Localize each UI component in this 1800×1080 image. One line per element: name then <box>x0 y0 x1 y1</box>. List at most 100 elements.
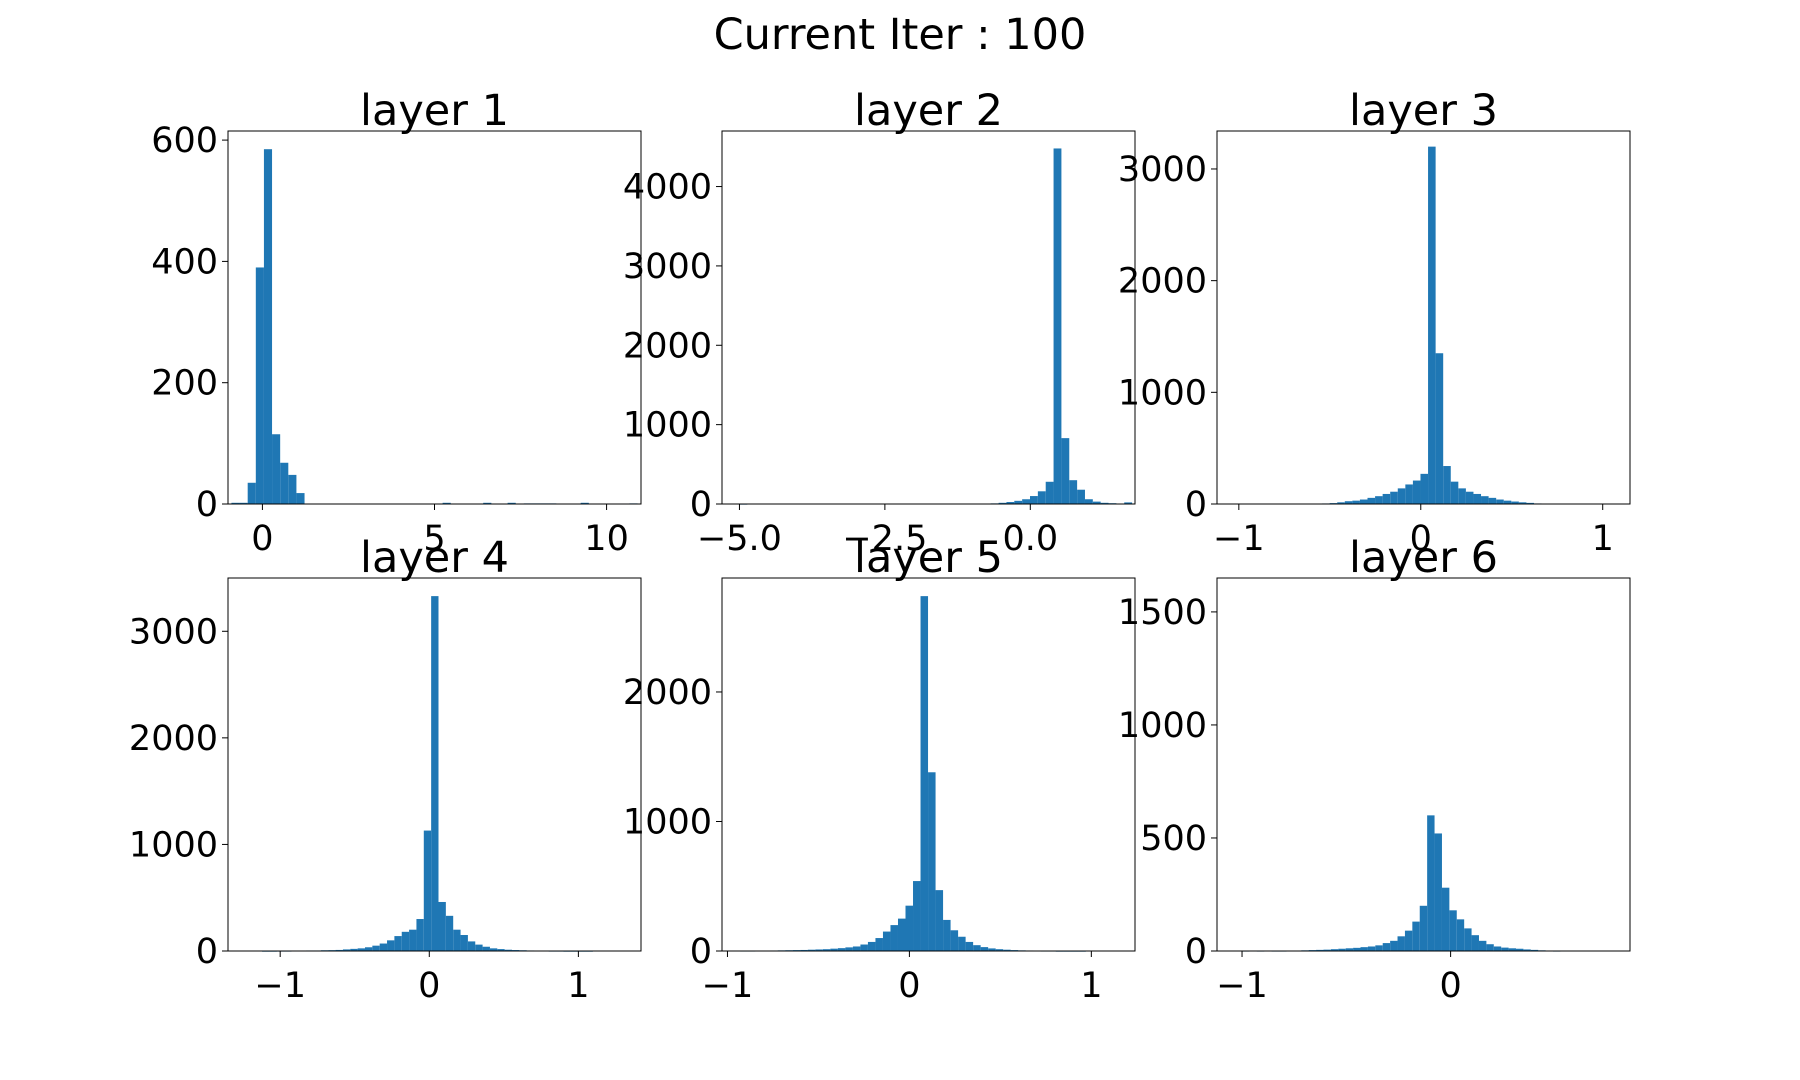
histogram-bar <box>965 941 974 951</box>
histogram-bar <box>1496 499 1504 504</box>
histogram-bar <box>1434 833 1442 951</box>
histogram-bar <box>1359 499 1368 504</box>
histogram-bar <box>247 482 256 504</box>
histogram-bar <box>475 944 483 951</box>
histogram-bar <box>288 474 297 504</box>
histogram-bar <box>890 925 898 951</box>
y-tick-label: 400 <box>151 242 218 282</box>
histogram-bar <box>239 502 248 504</box>
histogram-bar <box>416 919 424 951</box>
histogram-bar <box>255 267 264 504</box>
histogram-bar <box>379 943 388 951</box>
histogram-bar <box>1045 481 1054 504</box>
x-tick-label: −2.5 <box>842 519 927 559</box>
x-tick-label: −5.0 <box>697 519 782 559</box>
y-tick-label: 2000 <box>129 719 218 759</box>
x-tick-label: −1 <box>1216 966 1268 1006</box>
histogram-bar <box>1124 502 1133 504</box>
histogram-bar <box>815 949 823 951</box>
x-tick-label: −1 <box>702 966 754 1006</box>
histogram-bar <box>1092 501 1101 504</box>
y-tick-label: 4000 <box>623 168 712 208</box>
histogram-bar <box>1493 946 1502 951</box>
histogram-bar <box>1478 940 1487 951</box>
histogram-bar <box>580 502 589 504</box>
x-tick-label: 1 <box>1592 519 1614 559</box>
subplot-title: layer 5 <box>854 533 1003 583</box>
y-tick-label: 600 <box>151 121 218 161</box>
histogram-bar <box>935 890 944 951</box>
subplot-1: 0 5 10 0 200 400 600 layer 1 <box>151 86 642 559</box>
histogram-bar <box>497 949 505 951</box>
axes-frame <box>1216 130 1631 505</box>
histogram-bar <box>1464 928 1472 951</box>
histogram-bar <box>1473 493 1482 504</box>
histogram-bar <box>882 931 891 951</box>
histogram-bar <box>280 462 289 504</box>
histogram-bar <box>980 947 989 951</box>
histogram-bar <box>1375 945 1383 951</box>
y-tick-label: 1000 <box>129 825 218 865</box>
x-tick-label: 0 <box>1410 519 1432 559</box>
histogram-bar <box>445 915 454 951</box>
y-tick-label: 2000 <box>623 673 712 713</box>
y-tick-label: 1000 <box>623 802 712 842</box>
y-tick-label: 1000 <box>623 406 712 446</box>
histogram-bar <box>1441 887 1450 951</box>
histogram-bar <box>1353 947 1361 951</box>
histogram-bar <box>1397 488 1406 504</box>
histogram-bar <box>1360 947 1368 951</box>
histogram-bar <box>483 502 492 504</box>
histogram-bar <box>920 596 929 951</box>
x-tick-label: 0 <box>251 519 273 559</box>
histogram-bar <box>482 946 490 951</box>
histogram-bar <box>1382 493 1391 504</box>
histogram-bar <box>1508 948 1516 951</box>
histogram-bar <box>1316 949 1324 951</box>
histogram-bar <box>913 881 921 951</box>
histogram-bar <box>1456 919 1465 951</box>
histogram-bar <box>263 149 273 504</box>
histogram-bar <box>1323 949 1331 951</box>
y-tick-label: 2000 <box>1118 262 1207 302</box>
histogram-bar <box>460 935 468 951</box>
y-tick-label: 2000 <box>623 326 712 366</box>
histogram-bar <box>372 945 380 951</box>
y-tick-label: 0 <box>1185 485 1207 525</box>
histogram-bar <box>1022 499 1030 504</box>
x-tick-label: −1 <box>254 966 306 1006</box>
histogram-bar <box>1077 489 1085 504</box>
histogram-bar <box>1526 502 1535 504</box>
histogram-bar <box>897 918 906 951</box>
y-tick-label: 1500 <box>1118 593 1207 633</box>
subplot-title: layer 4 <box>360 533 509 583</box>
histogram-bar <box>1337 502 1345 504</box>
histogram-bar <box>1412 480 1421 504</box>
histogram-bar <box>1488 497 1497 504</box>
histogram-bar <box>1428 146 1436 504</box>
histogram-bar <box>1404 930 1413 951</box>
histogram-bar <box>401 931 410 951</box>
histogram-bar <box>1338 948 1346 951</box>
histogram-bar <box>1345 948 1354 951</box>
histogram-bar <box>272 434 281 504</box>
histogram-bar <box>852 946 861 951</box>
histogram-bar <box>1003 949 1011 951</box>
x-tick-label: 0 <box>418 966 440 1006</box>
histogram-bar <box>387 940 395 951</box>
histogram-bar <box>1367 497 1376 504</box>
histogram-bar <box>1367 946 1376 951</box>
histogram-bar <box>943 919 951 951</box>
y-tick-label: 0 <box>196 932 218 972</box>
histogram-bar <box>1449 910 1457 951</box>
histogram-bar <box>807 949 816 951</box>
histogram-bar <box>875 938 883 951</box>
histogram-bar <box>1390 491 1398 504</box>
histogram-bar <box>998 502 1007 504</box>
x-tick-label: 10 <box>584 519 629 559</box>
histogram-bar <box>467 941 476 951</box>
histogram-bar <box>1486 944 1494 951</box>
